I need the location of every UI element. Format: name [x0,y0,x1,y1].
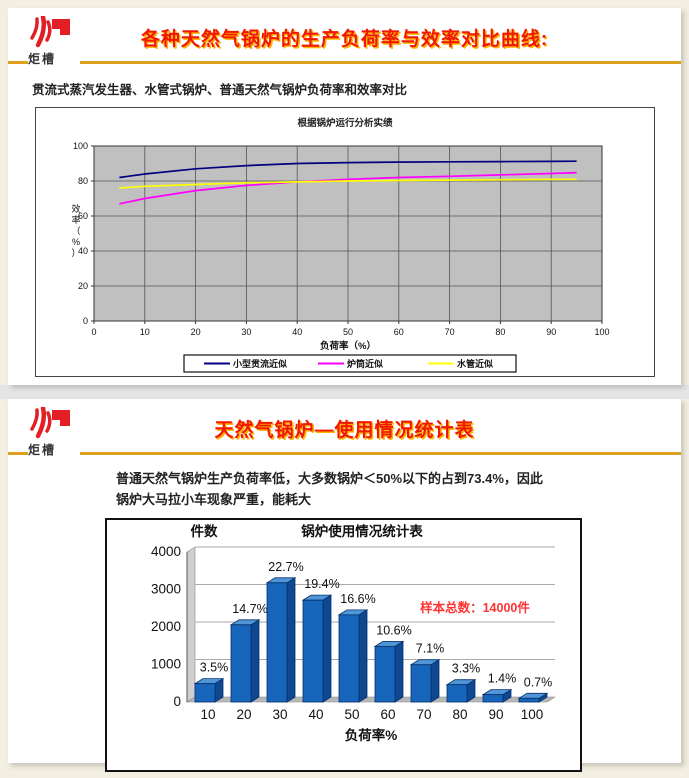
svg-text:14.7%: 14.7% [232,602,267,616]
slide1-title: 各种天然气锅炉的生产负荷率与效率对比曲线: [140,29,549,50]
svg-text:90: 90 [546,327,556,337]
svg-text:70: 70 [416,707,431,722]
svg-text:0: 0 [83,316,88,326]
svg-text:小型贯流近似: 小型贯流近似 [232,358,287,369]
svg-text:30: 30 [272,707,287,722]
svg-text:60: 60 [394,327,404,337]
svg-text:40: 40 [292,327,302,337]
svg-text:3000: 3000 [151,581,181,596]
logo-text: 炬槽 [28,50,80,67]
svg-text:20: 20 [236,707,251,722]
svg-text:10: 10 [200,707,215,722]
svg-text:10: 10 [140,327,150,337]
svg-text:100: 100 [73,141,88,151]
svg-text:2000: 2000 [151,619,181,634]
slide-gap [0,385,689,399]
logo: 炬槽 [28,16,80,67]
svg-text:16.6%: 16.6% [340,592,375,606]
svg-text:7.1%: 7.1% [416,642,445,656]
slide-usage-statistics: 炬槽 天然气锅炉—使用情况统计表 普通天然气锅炉生产负荷率低，大多数锅炉＜50%… [8,399,681,772]
slide2-body-text: 普通天然气锅炉生产负荷率低，大多数锅炉＜50%以下的占到73.4%，因此锅炉大马… [116,471,543,508]
slide1-header: 炬槽 各种天然气锅炉的生产负荷率与效率对比曲线: [8,8,681,67]
svg-text:19.4%: 19.4% [304,577,339,591]
svg-text:60: 60 [78,211,88,221]
svg-text:100: 100 [521,707,544,722]
flame-logo-icon [30,407,70,439]
svg-text:1.4%: 1.4% [488,672,517,686]
logo: 炬槽 [28,407,80,458]
svg-text:20: 20 [78,281,88,291]
svg-text:30: 30 [241,327,251,337]
header-divider [8,61,681,64]
svg-text:根据锅炉运行分析实绩: 根据锅炉运行分析实绩 [297,117,393,129]
efficiency-line-chart: 根据锅炉运行分析实绩 0 20 40 60 80 100 0 10 20 30 40 50 60 70 80 9… [71,117,610,373]
svg-text:0: 0 [91,327,96,337]
svg-text:1000: 1000 [151,656,181,671]
svg-text:锅炉使用情况统计表: 锅炉使用情况统计表 [301,523,423,539]
svg-text:22.7%: 22.7% [268,560,303,574]
svg-text:负荷率（%）: 负荷率（%） [320,340,376,352]
svg-text:0: 0 [173,694,181,709]
svg-text:件数: 件数 [191,523,218,539]
svg-text:80: 80 [78,176,88,186]
usage-bar-chart: 锅炉使用情况统计表 件数 0 1000 2000 3000 4000 3.5% 10 14.7% 2… [151,523,557,743]
slide1-subtitle: 贯流式蒸汽发生器、水管式锅炉、普通天然气锅炉负荷率和效率对比 [32,83,408,97]
svg-text:0.7%: 0.7% [524,675,553,689]
svg-text:样本总数：14000件: 样本总数：14000件 [420,600,530,615]
svg-text:50: 50 [344,707,359,722]
efficiency-line-chart-frame: 根据锅炉运行分析实绩 0 20 40 60 80 100 0 10 20 30 40 50 60 70 80 9… [35,107,655,377]
flame-logo-icon [30,16,70,48]
svg-text:炉筒近似: 炉筒近似 [347,358,383,369]
usage-bar-chart-frame: 锅炉使用情况统计表 件数 0 1000 2000 3000 4000 3.5% 10 14.7% 2… [105,517,582,772]
svg-text:40: 40 [78,246,88,256]
slide2-header: 炬槽 天然气锅炉—使用情况统计表 [8,399,681,458]
slide2-title: 天然气锅炉—使用情况统计表 [214,420,475,441]
svg-text:80: 80 [495,327,505,337]
slide-efficiency-curves: 炬槽 各种天然气锅炉的生产负荷率与效率对比曲线: 贯流式蒸汽发生器、水管式锅炉、… [8,8,681,385]
svg-text:10.6%: 10.6% [376,623,411,637]
svg-text:4000: 4000 [151,544,181,559]
svg-text:3.3%: 3.3% [452,662,481,676]
svg-text:40: 40 [308,707,323,722]
svg-text:60: 60 [380,707,395,722]
svg-text:50: 50 [343,327,353,337]
svg-text:80: 80 [452,707,467,722]
svg-text:3.5%: 3.5% [200,661,229,675]
svg-text:水管近似: 水管近似 [457,358,493,369]
logo-text: 炬槽 [28,441,80,458]
svg-text:70: 70 [445,327,455,337]
svg-text:效率（%）: 效率（%） [71,203,80,258]
svg-text:负荷率%: 负荷率% [345,727,398,743]
svg-text:100: 100 [594,327,609,337]
svg-text:20: 20 [191,327,201,337]
header-divider [8,452,681,455]
svg-text:90: 90 [488,707,503,722]
